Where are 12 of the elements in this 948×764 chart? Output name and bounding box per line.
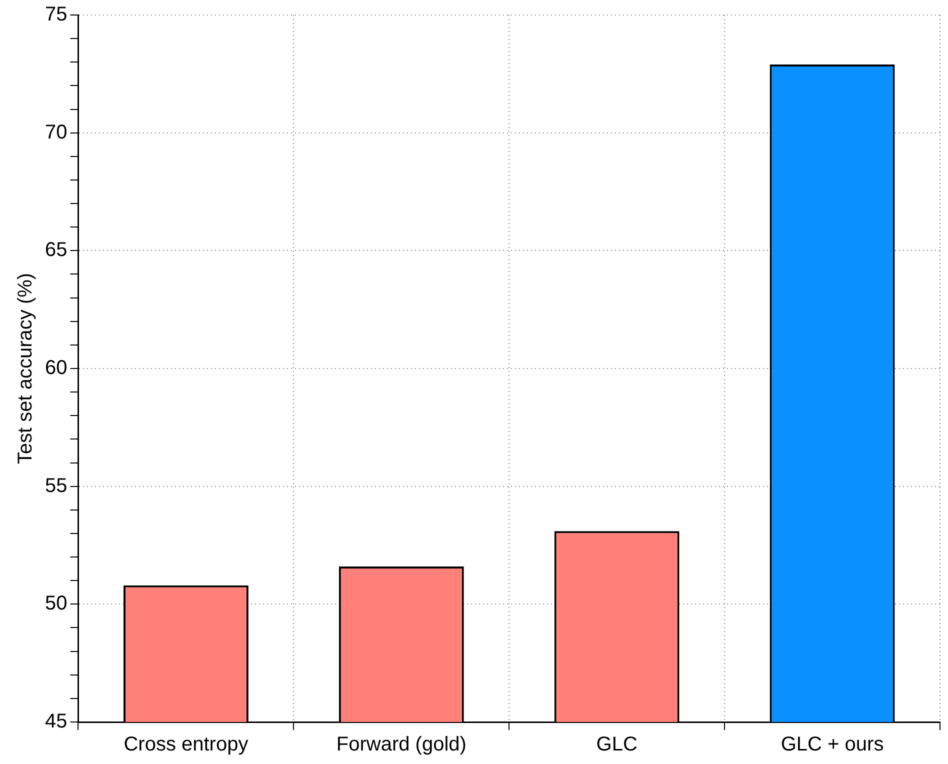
y-tick-label: 45 [44,710,68,733]
x-tick-label: GLC [596,734,638,756]
y-tick-label: 50 [44,592,68,615]
x-tick-label: GLC + ours [780,734,884,756]
y-tick-label: 60 [44,357,68,380]
y-tick-label: 70 [44,121,68,144]
x-tick-label: Forward (gold) [336,734,466,756]
x-tick-label: Cross entropy [124,734,248,756]
y-axis-title: Test set accuracy (%) [14,272,37,464]
y-tick-label: 55 [44,474,68,497]
y-tick-label: 75 [44,4,68,26]
y-tick-label: 65 [44,239,68,262]
